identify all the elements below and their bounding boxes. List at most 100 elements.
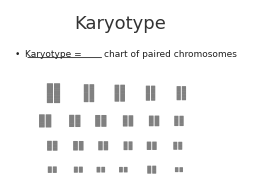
FancyBboxPatch shape (79, 167, 83, 173)
FancyBboxPatch shape (155, 116, 159, 126)
FancyBboxPatch shape (175, 167, 178, 172)
FancyBboxPatch shape (124, 141, 128, 150)
FancyBboxPatch shape (53, 170, 56, 171)
FancyBboxPatch shape (54, 98, 60, 99)
FancyBboxPatch shape (173, 142, 177, 150)
FancyBboxPatch shape (175, 170, 178, 171)
FancyBboxPatch shape (124, 167, 128, 172)
FancyBboxPatch shape (54, 95, 60, 96)
FancyBboxPatch shape (90, 87, 94, 88)
FancyBboxPatch shape (152, 93, 155, 94)
FancyBboxPatch shape (177, 86, 181, 100)
FancyBboxPatch shape (152, 88, 155, 89)
FancyBboxPatch shape (48, 166, 52, 173)
FancyBboxPatch shape (179, 167, 183, 172)
FancyBboxPatch shape (123, 118, 127, 119)
FancyBboxPatch shape (104, 144, 108, 145)
FancyBboxPatch shape (177, 94, 180, 95)
FancyBboxPatch shape (149, 120, 153, 121)
FancyBboxPatch shape (101, 167, 105, 172)
FancyBboxPatch shape (53, 147, 57, 148)
FancyBboxPatch shape (74, 167, 78, 173)
FancyBboxPatch shape (120, 168, 122, 169)
FancyBboxPatch shape (97, 167, 100, 172)
FancyBboxPatch shape (128, 115, 133, 126)
FancyBboxPatch shape (70, 123, 74, 124)
FancyBboxPatch shape (123, 115, 128, 126)
FancyBboxPatch shape (54, 83, 60, 103)
FancyBboxPatch shape (180, 169, 183, 170)
FancyBboxPatch shape (69, 115, 74, 127)
FancyBboxPatch shape (182, 97, 186, 98)
Text: chart of paired chromosomes: chart of paired chromosomes (104, 50, 237, 59)
FancyBboxPatch shape (177, 91, 180, 92)
FancyBboxPatch shape (90, 89, 94, 90)
FancyBboxPatch shape (79, 141, 84, 151)
FancyBboxPatch shape (174, 147, 177, 148)
FancyBboxPatch shape (182, 91, 186, 92)
FancyBboxPatch shape (76, 123, 80, 124)
FancyBboxPatch shape (47, 95, 53, 96)
FancyBboxPatch shape (74, 168, 77, 169)
FancyBboxPatch shape (180, 118, 183, 119)
FancyBboxPatch shape (46, 114, 51, 127)
FancyBboxPatch shape (123, 123, 127, 124)
FancyBboxPatch shape (175, 118, 178, 119)
Text: Karyotype: Karyotype (74, 15, 166, 33)
FancyBboxPatch shape (76, 118, 80, 119)
FancyBboxPatch shape (119, 167, 123, 172)
FancyBboxPatch shape (120, 85, 125, 102)
FancyBboxPatch shape (121, 87, 125, 88)
FancyBboxPatch shape (47, 93, 53, 94)
FancyBboxPatch shape (152, 98, 155, 99)
FancyBboxPatch shape (114, 85, 119, 102)
FancyBboxPatch shape (147, 166, 151, 174)
FancyBboxPatch shape (182, 89, 186, 90)
FancyBboxPatch shape (175, 123, 178, 124)
FancyBboxPatch shape (47, 98, 53, 99)
FancyBboxPatch shape (48, 147, 51, 148)
FancyBboxPatch shape (53, 141, 57, 151)
FancyBboxPatch shape (179, 144, 182, 145)
FancyBboxPatch shape (175, 169, 178, 170)
FancyBboxPatch shape (121, 90, 125, 91)
FancyBboxPatch shape (149, 123, 153, 124)
FancyBboxPatch shape (104, 141, 108, 150)
FancyBboxPatch shape (47, 141, 52, 151)
FancyBboxPatch shape (152, 142, 157, 150)
FancyBboxPatch shape (73, 141, 78, 151)
FancyBboxPatch shape (129, 144, 132, 145)
FancyBboxPatch shape (179, 116, 184, 126)
FancyBboxPatch shape (146, 86, 150, 101)
FancyBboxPatch shape (123, 120, 127, 121)
Text: •: • (15, 50, 20, 59)
FancyBboxPatch shape (180, 123, 183, 124)
FancyBboxPatch shape (102, 170, 105, 171)
FancyBboxPatch shape (84, 84, 89, 102)
FancyBboxPatch shape (96, 118, 100, 119)
FancyBboxPatch shape (175, 120, 178, 121)
FancyBboxPatch shape (89, 84, 94, 102)
FancyBboxPatch shape (74, 170, 77, 171)
FancyBboxPatch shape (39, 114, 45, 127)
FancyBboxPatch shape (102, 168, 105, 169)
FancyBboxPatch shape (147, 142, 151, 150)
FancyBboxPatch shape (95, 115, 100, 127)
FancyBboxPatch shape (74, 147, 77, 148)
FancyBboxPatch shape (96, 120, 100, 121)
FancyBboxPatch shape (54, 88, 60, 89)
FancyBboxPatch shape (151, 86, 155, 101)
FancyBboxPatch shape (115, 95, 119, 96)
FancyBboxPatch shape (53, 144, 57, 145)
FancyBboxPatch shape (121, 93, 125, 94)
FancyBboxPatch shape (48, 170, 51, 171)
FancyBboxPatch shape (115, 87, 119, 88)
FancyBboxPatch shape (146, 93, 150, 94)
FancyBboxPatch shape (48, 144, 51, 145)
FancyBboxPatch shape (54, 90, 60, 91)
FancyBboxPatch shape (84, 92, 88, 93)
FancyBboxPatch shape (152, 166, 156, 174)
FancyBboxPatch shape (75, 115, 81, 127)
FancyBboxPatch shape (40, 124, 44, 125)
FancyBboxPatch shape (182, 86, 186, 100)
